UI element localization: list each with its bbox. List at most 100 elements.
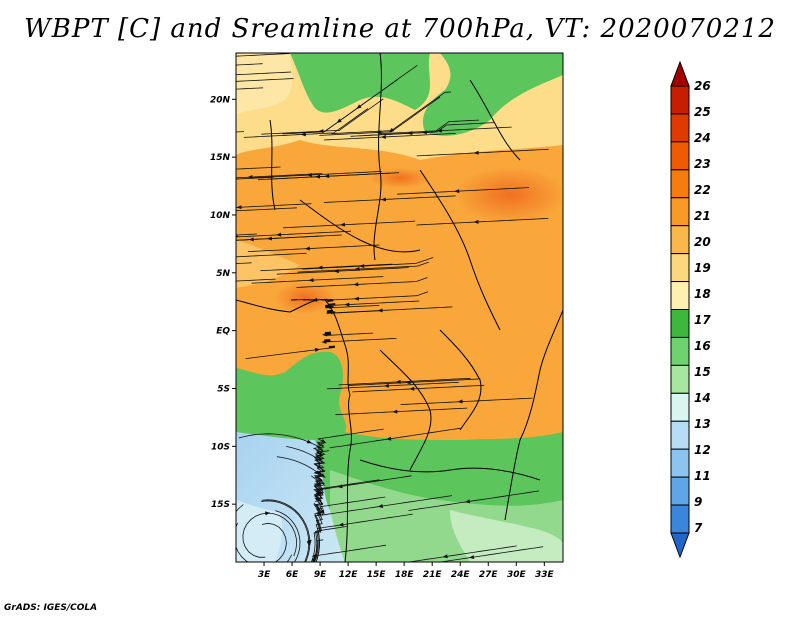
streamline-arrow (377, 504, 383, 508)
streamline (408, 490, 540, 511)
streamline-arrow (388, 127, 395, 133)
streamline (236, 262, 252, 264)
streamline (438, 546, 544, 562)
streamline (238, 433, 326, 464)
streamline-arrow (353, 282, 359, 287)
streamline (236, 252, 307, 258)
lat-tick-label: 10S (211, 442, 230, 452)
streamline (261, 500, 310, 562)
wbpt-region-southwest-pale (236, 500, 283, 562)
colorbar-swatch (670, 364, 690, 394)
colorbar-label: 14 (694, 391, 711, 405)
streamline-arrow (320, 509, 325, 515)
streamline (236, 235, 239, 237)
streamline-arrow (219, 80, 224, 84)
lat-tick-label: 10N (210, 211, 231, 221)
streamline (379, 126, 512, 135)
colorbar-top-arrow (670, 60, 690, 87)
wbpt-region-south-palegreen (450, 510, 563, 562)
streamline (400, 397, 533, 405)
streamline-arrow (473, 219, 479, 224)
colorbar-label: 13 (694, 417, 711, 431)
streamline-arrow (311, 553, 317, 558)
streamline (331, 91, 452, 134)
colorbar-bottom-arrow (670, 532, 690, 559)
streamline-arrow (247, 174, 253, 179)
streamline (297, 261, 429, 273)
streamline (242, 512, 298, 558)
streamline-arrow (304, 246, 310, 251)
streamline (245, 345, 336, 359)
streamline-arrow (380, 134, 386, 139)
colorbar-label: 16 (694, 339, 711, 353)
streamline-arrow (314, 347, 321, 352)
streamline (243, 108, 369, 138)
streamline (247, 244, 380, 252)
colorbar-label: 24 (694, 131, 711, 145)
streamline (258, 172, 390, 181)
streamline-arrow (276, 232, 282, 237)
streamline (236, 235, 324, 241)
colorbar-swatch (670, 225, 690, 255)
colorbar-swatch (670, 476, 690, 506)
streamline (282, 79, 398, 135)
lon-tick-label: 12E (339, 570, 359, 580)
streamline-arrow (206, 168, 211, 172)
longitude-axis: 3E 6E 9E 12E 15E 18E 21E 24E 27E 30E 33E (258, 562, 555, 580)
lon-tick-label: 33E (535, 570, 555, 580)
colorbar: 26 25 24 23 22 21 20 19 18 17 16 15 14 13 12 11 9 7 (670, 60, 711, 559)
streamline (314, 475, 412, 511)
streamline-arrow (468, 555, 475, 560)
colorbar-swatch (670, 281, 690, 310)
streamline (314, 526, 347, 562)
colorbar-swatch (670, 141, 690, 171)
streamline (275, 510, 301, 562)
colorbar-swatch (670, 113, 690, 143)
grads-credit: GrADS: IGES/COLA (4, 603, 98, 613)
streamline-arrow (188, 65, 193, 69)
wbpt-region-north-light (236, 53, 293, 115)
map-frame (235, 52, 564, 563)
wbpt-hotspot-west (275, 282, 335, 314)
colorbar-swatch (670, 309, 690, 338)
colorbar-label: 22 (694, 183, 711, 197)
colorbar-swatch (670, 197, 690, 227)
colorbar-label: 11 (694, 469, 711, 483)
lat-tick-label: 5S (217, 384, 230, 394)
colorbar-swatch (670, 392, 690, 422)
streamline-arrow (339, 222, 346, 227)
streamline (296, 277, 428, 288)
streamline (276, 456, 325, 516)
streamline-arrow (337, 484, 343, 489)
streamline (236, 87, 264, 90)
streamline-arrow (338, 522, 344, 527)
streamlines (188, 53, 549, 562)
streamline-arrow (409, 386, 415, 391)
streamline (236, 203, 312, 208)
lon-tick-label: 15E (367, 570, 387, 580)
streamline (313, 428, 384, 462)
streamline-arrow (317, 265, 323, 270)
colorbar-swatch (670, 85, 690, 115)
streamline (310, 475, 325, 562)
streamline (348, 378, 481, 386)
streamline-arrow (312, 297, 318, 302)
lat-tick-label: EQ (216, 327, 230, 337)
streamline-arrow (442, 554, 448, 559)
colorbar-label: 26 (694, 79, 711, 93)
streamline (236, 207, 297, 212)
streamline-arrow (306, 540, 311, 547)
streamline-arrow (333, 269, 339, 274)
streamline (236, 166, 281, 170)
streamline (236, 53, 290, 57)
streamline-arrow (201, 281, 206, 285)
streamline-arrow (215, 55, 220, 59)
colorbar-label: 23 (694, 157, 711, 171)
streamline (319, 96, 441, 136)
streamline-arrow (380, 197, 386, 202)
colorbar-label: 25 (694, 105, 711, 119)
streamline-arrow (216, 74, 221, 78)
streamline-arrow (317, 511, 322, 517)
streamline-arrow (320, 438, 327, 444)
colorbar-label: 9 (694, 495, 702, 509)
